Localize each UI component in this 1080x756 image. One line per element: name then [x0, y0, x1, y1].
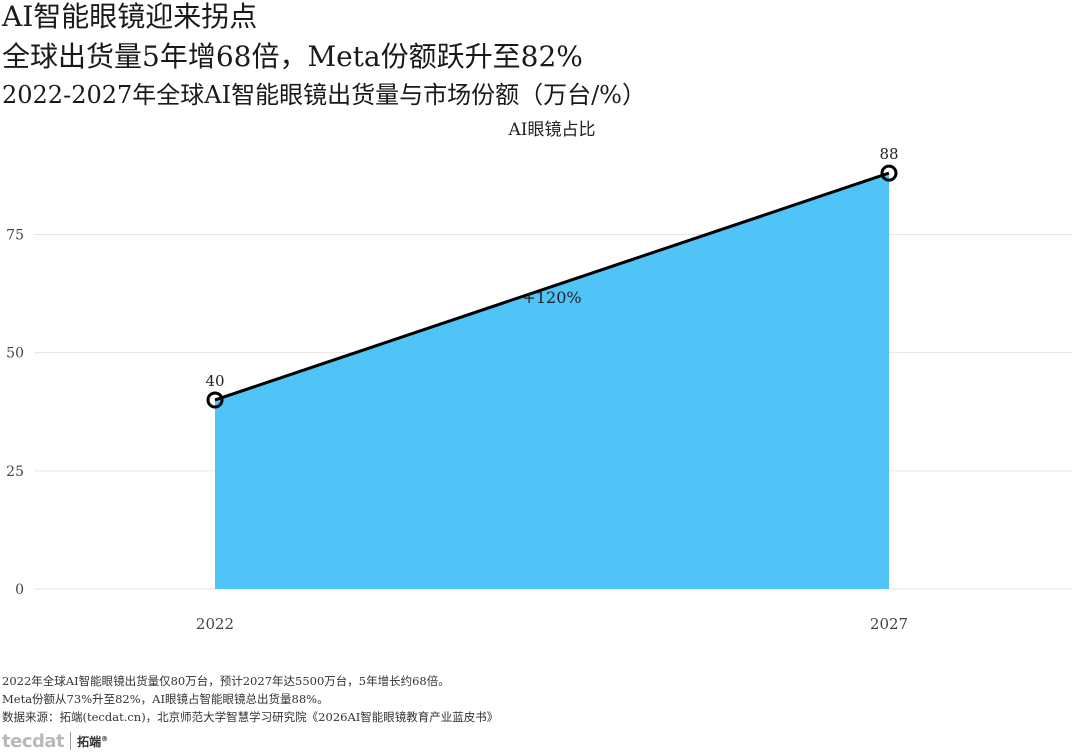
headline: AI智能眼镜迎来拐点	[2, 0, 258, 33]
series-line	[214, 171, 890, 402]
x-tick-label: 2022	[196, 615, 234, 633]
y-tick-label: 50	[6, 346, 24, 362]
chart-caption: 2022-2027年全球AI智能眼镜出货量与市场份额（万台/%）	[2, 81, 646, 109]
y-tick-label: 25	[6, 464, 24, 480]
area-layer	[215, 173, 889, 589]
chart-title: AI眼镜占比	[508, 120, 596, 140]
logo-wordmark: tecdat	[2, 730, 65, 752]
subheadline: 全球出货量5年增68倍，Meta份额跃升至82%	[2, 40, 583, 73]
brand-logo: tecdat 拓端®	[2, 728, 108, 754]
footnotes: 2022年全球AI智能眼镜出货量仅80万台，预计2027年达5500万台，5年增…	[2, 672, 498, 726]
data-label: 40	[205, 372, 224, 390]
y-tick-label: 0	[15, 582, 24, 598]
area-fill	[215, 173, 889, 589]
logo-cn-wrap: 拓端®	[77, 733, 108, 750]
growth-annotation: +120%	[522, 288, 581, 307]
logo-divider	[70, 732, 72, 750]
footnote-source: 数据来源：拓端(tecdat.cn)，北京师范大学智慧学习研究院《2026AI智…	[2, 710, 499, 724]
footnote-2: Meta份额从73%升至82%，AI眼镜占智能眼镜总出货量88%。	[2, 692, 329, 706]
x-tick-label: 2027	[870, 615, 908, 633]
line-layer	[206, 164, 898, 409]
label-layer: 40 88	[205, 145, 898, 390]
data-point-marker	[880, 164, 898, 182]
logo-cn: 拓端	[77, 734, 102, 749]
y-tick-label: 75	[6, 228, 24, 244]
footnote-1: 2022年全球AI智能眼镜出货量仅80万台，预计2027年达5500万台，5年增…	[2, 674, 450, 688]
data-point-marker	[206, 391, 224, 409]
registered-mark: ®	[101, 734, 109, 743]
data-label: 88	[879, 145, 898, 163]
